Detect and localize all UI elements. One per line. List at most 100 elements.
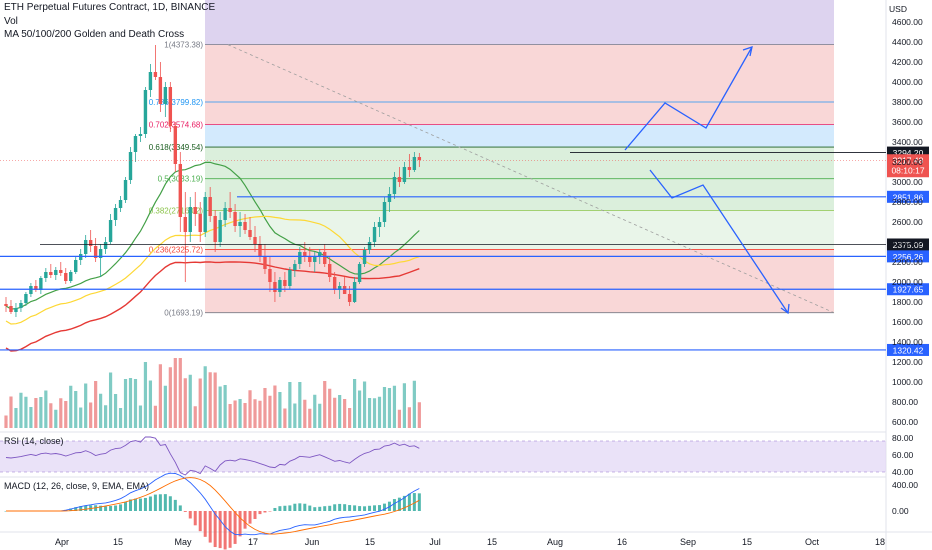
volume-legend[interactable]: Vol bbox=[4, 16, 18, 27]
candle-body[interactable] bbox=[402, 167, 407, 182]
candle-body[interactable] bbox=[268, 269, 272, 282]
candle-body[interactable] bbox=[153, 72, 158, 77]
candle-body[interactable] bbox=[158, 77, 163, 104]
candle-body[interactable] bbox=[323, 252, 327, 264]
candle-body[interactable] bbox=[243, 222, 247, 230]
candle-body[interactable] bbox=[352, 282, 357, 302]
candle-body[interactable] bbox=[407, 167, 412, 170]
candle-body[interactable] bbox=[4, 304, 8, 306]
candle-body[interactable] bbox=[24, 294, 28, 303]
candle-body[interactable] bbox=[357, 264, 362, 282]
candle-body[interactable] bbox=[203, 197, 207, 232]
candle-body[interactable] bbox=[83, 240, 88, 254]
candle-body[interactable] bbox=[188, 207, 192, 232]
candle-body[interactable] bbox=[178, 164, 182, 217]
candle-body[interactable] bbox=[79, 254, 83, 260]
candle-body[interactable] bbox=[332, 277, 337, 290]
candle-body[interactable] bbox=[138, 134, 143, 136]
candle-body[interactable] bbox=[342, 286, 347, 294]
descending-trendline[interactable] bbox=[227, 44, 835, 314]
candle-body[interactable] bbox=[123, 180, 128, 200]
candle-body[interactable] bbox=[337, 286, 342, 290]
candle-body[interactable] bbox=[208, 197, 212, 216]
candle-body[interactable] bbox=[59, 270, 63, 273]
candle-body[interactable] bbox=[258, 244, 262, 257]
candle-body[interactable] bbox=[347, 294, 352, 302]
candle-body[interactable] bbox=[313, 257, 317, 262]
candle-body[interactable] bbox=[412, 157, 417, 170]
ma100-line[interactable] bbox=[5, 215, 420, 325]
candle-body[interactable] bbox=[308, 257, 312, 262]
candle-body[interactable] bbox=[397, 177, 402, 182]
candle-body[interactable] bbox=[253, 237, 257, 244]
candle-body[interactable] bbox=[273, 282, 277, 292]
candle-body[interactable] bbox=[387, 194, 392, 202]
candle-body[interactable] bbox=[128, 152, 133, 180]
candle-body[interactable] bbox=[69, 272, 73, 281]
candle-body[interactable] bbox=[328, 264, 332, 277]
macd-signal-line[interactable] bbox=[6, 477, 420, 535]
candle-body[interactable] bbox=[74, 260, 78, 272]
macd-legend[interactable]: MACD (12, 26, close, 9, EMA, EMA) bbox=[4, 481, 150, 491]
candle-body[interactable] bbox=[133, 136, 138, 152]
candle-body[interactable] bbox=[183, 217, 187, 232]
candle-body[interactable] bbox=[293, 264, 297, 270]
candle-body[interactable] bbox=[298, 252, 302, 264]
candle-body[interactable] bbox=[9, 306, 13, 312]
candle-body[interactable] bbox=[213, 216, 217, 242]
candle-body[interactable] bbox=[44, 272, 48, 278]
candle-body[interactable] bbox=[64, 273, 68, 281]
candle-body[interactable] bbox=[372, 227, 377, 242]
candle-body[interactable] bbox=[34, 286, 38, 290]
candle-body[interactable] bbox=[238, 222, 242, 226]
candle-body[interactable] bbox=[98, 249, 103, 258]
candle-body[interactable] bbox=[14, 308, 18, 312]
ma-legend[interactable]: MA 50/100/200 Golden and Death Cross bbox=[4, 29, 185, 40]
candle-body[interactable] bbox=[233, 212, 237, 226]
candle-body[interactable] bbox=[198, 214, 202, 232]
bearish-forecast-arrow[interactable] bbox=[649, 169, 789, 314]
candle-body[interactable] bbox=[29, 286, 33, 294]
candle-body[interactable] bbox=[263, 257, 267, 269]
candle-body[interactable] bbox=[108, 220, 113, 242]
volume-bar bbox=[288, 382, 292, 428]
candle-body[interactable] bbox=[318, 252, 322, 257]
candle-body[interactable] bbox=[19, 303, 23, 308]
candle-body[interactable] bbox=[168, 87, 173, 126]
candle-body[interactable] bbox=[163, 87, 168, 104]
candle-body[interactable] bbox=[103, 242, 108, 249]
candle-body[interactable] bbox=[143, 90, 148, 134]
candle-body[interactable] bbox=[392, 177, 397, 194]
candle-body[interactable] bbox=[362, 250, 367, 264]
candle-body[interactable] bbox=[118, 200, 123, 208]
candle-body[interactable] bbox=[283, 280, 287, 286]
candle-body[interactable] bbox=[417, 157, 422, 160]
candle-body[interactable] bbox=[288, 270, 292, 286]
candle-body[interactable] bbox=[382, 202, 387, 222]
candle-body[interactable] bbox=[193, 207, 197, 214]
candle-body[interactable] bbox=[148, 72, 153, 90]
candle-body[interactable] bbox=[223, 208, 227, 220]
candle-body[interactable] bbox=[88, 240, 93, 246]
candle-body[interactable] bbox=[173, 126, 178, 164]
rsi-legend[interactable]: RSI (14, close) bbox=[4, 436, 64, 446]
candle-body[interactable] bbox=[278, 280, 282, 292]
candle-body[interactable] bbox=[218, 220, 222, 242]
symbol-title[interactable]: ETH Perpetual Futures Contract, 1D, BINA… bbox=[4, 2, 216, 13]
candle-body[interactable] bbox=[228, 208, 232, 212]
macd-line[interactable] bbox=[6, 472, 420, 536]
candle-body[interactable] bbox=[248, 230, 252, 237]
candle-body[interactable] bbox=[54, 270, 58, 275]
candle-body[interactable] bbox=[39, 278, 43, 290]
candle-body[interactable] bbox=[367, 242, 372, 250]
volume-bar bbox=[64, 401, 68, 428]
bullish-forecast-arrow[interactable] bbox=[624, 46, 753, 151]
candle-body[interactable] bbox=[303, 252, 307, 257]
candle-body[interactable] bbox=[113, 208, 118, 220]
candle-body[interactable] bbox=[93, 246, 98, 258]
ma200-line[interactable] bbox=[5, 261, 420, 352]
ma50-line[interactable] bbox=[5, 161, 420, 310]
candle-body[interactable] bbox=[49, 272, 53, 275]
candle-body[interactable] bbox=[377, 222, 382, 227]
rsi-line[interactable] bbox=[5, 436, 420, 476]
